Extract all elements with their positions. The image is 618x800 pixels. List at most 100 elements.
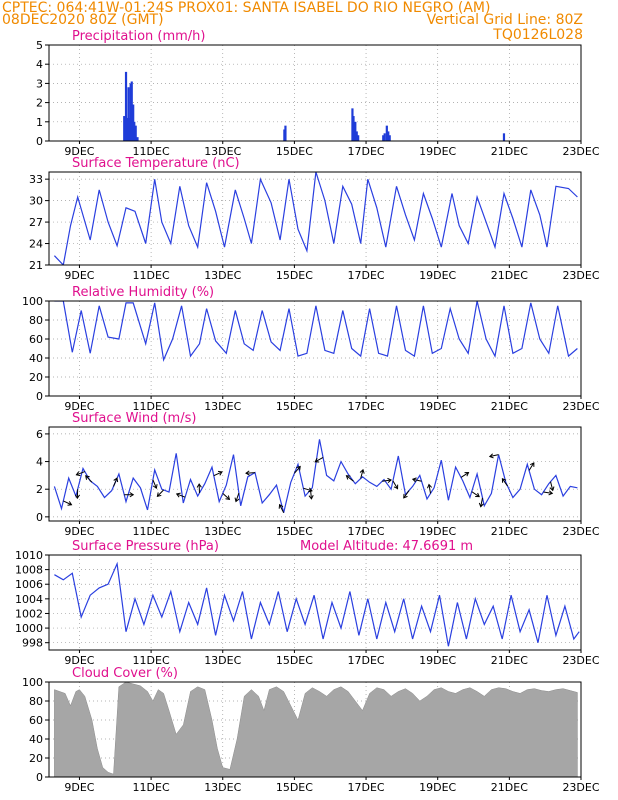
wind-arrow [279, 504, 285, 513]
panel-4: 0 2 4 6 9DEC 11DEC 13DEC 15DEC 17DEC 19DEC 21DEC 23… [36, 411, 600, 538]
x-tick-label: 23DEC [562, 525, 599, 538]
x-tick-label: 9DEC [64, 781, 94, 794]
precip-bar [383, 133, 386, 141]
y-tick-label: 1004 [15, 593, 43, 606]
precip-bar [284, 125, 287, 141]
wind-arrow-head [175, 492, 181, 498]
data-layer [54, 561, 580, 647]
data-layer [54, 301, 578, 363]
x-tick-label: 13DEC [204, 781, 241, 794]
y-tick-label: 80 [29, 695, 43, 708]
x-tick-label: 21DEC [491, 654, 528, 667]
wind-arrow [360, 469, 364, 479]
x-tick-label: 21DEC [491, 525, 528, 538]
wind-arrow-head [345, 475, 351, 480]
plot-frame [48, 171, 582, 266]
x-tick-label: 21DEC [491, 145, 528, 158]
y-tick-label: 40 [29, 733, 43, 746]
wind-arrow [63, 500, 72, 506]
wind-arrow [85, 475, 93, 483]
y-tick-label: 4 [36, 456, 43, 469]
wind-vectors [63, 453, 555, 513]
data-layer [53, 172, 578, 265]
wind-arrow [113, 477, 118, 487]
wind-arrow-head [307, 487, 313, 493]
series-line [54, 561, 580, 647]
wind-arrow-head [217, 470, 223, 476]
y-tick-label: 20 [29, 752, 43, 765]
wind-arrow-head [308, 495, 314, 500]
wind-arrow [76, 471, 86, 476]
wind-arrow [501, 478, 508, 487]
vertical-grid-note: Vertical Grid Line: 80Z [426, 12, 583, 28]
precip-bar [134, 125, 137, 141]
panel-title: Surface Temperature (nC) [72, 156, 240, 171]
grid-lines [49, 172, 581, 265]
x-tick-label: 13DEC [204, 145, 241, 158]
wind-arrow-head [129, 492, 135, 498]
x-tick-label: 17DEC [347, 525, 384, 538]
x-tick-label: 9DEC [64, 525, 94, 538]
wind-arrow [222, 492, 230, 500]
wind-arrow-head [234, 497, 240, 503]
y-tick-label: 4 [36, 58, 43, 71]
x-tick-label: 13DEC [204, 269, 241, 282]
plot-frame [48, 44, 582, 142]
wind-arrow [543, 491, 553, 494]
panel-3: 0 20 40 60 80 100 9DEC 11DEC 13DEC 15DEC 17DEC 19DE… [22, 285, 600, 413]
panel-title: Cloud Cover (%) [72, 666, 178, 681]
model-id: TQ0126L028 [493, 27, 583, 43]
x-tick-label: 15DEC [276, 781, 313, 794]
y-tick-label: 20 [29, 371, 43, 384]
x-tick-label: 23DEC [562, 781, 599, 794]
plot-frame [48, 426, 582, 522]
y-tick-label: 2 [36, 97, 43, 110]
wind-arrow [480, 497, 483, 507]
wind-arrow-head [296, 465, 301, 471]
wind-arrow [294, 466, 301, 474]
series-line [53, 439, 578, 513]
series-line [54, 301, 578, 363]
x-tick-label: 17DEC [347, 145, 384, 158]
wind-arrow-head [67, 501, 73, 506]
y-tick-label: 1006 [15, 578, 43, 591]
wind-arrow-head [478, 502, 484, 508]
precip-bar [354, 121, 357, 141]
x-tick-label: 15DEC [276, 654, 313, 667]
y-tick-label: 24 [29, 238, 43, 251]
wind-arrow [245, 472, 256, 474]
wind-arrow [213, 471, 223, 477]
precip-bar [352, 116, 355, 141]
precip-bar [388, 135, 391, 141]
wind-arrow-head [475, 492, 480, 498]
wind-arrow [346, 475, 354, 482]
wind-arrow [392, 480, 398, 489]
wind-arrow [382, 479, 392, 482]
wind-arrow-head [359, 468, 365, 474]
y-tick-label: 3 [36, 77, 43, 90]
wind-arrow [471, 491, 480, 498]
y-tick-label: 100 [22, 295, 43, 308]
wind-arrow-head [74, 494, 81, 500]
precip-bar [124, 71, 128, 141]
wind-arrow [176, 493, 186, 498]
x-tick-label: 11DEC [133, 781, 170, 794]
y-tick-label: 40 [29, 352, 43, 365]
wind-arrow [412, 478, 422, 482]
run-date: 08DEC2020 80Z (GMT) [2, 12, 164, 28]
station-title: CPTEC: 064:41W-01:24S PROX01: SANTA ISAB… [2, 0, 491, 16]
wind-arrow-head [245, 470, 250, 476]
wind-arrow-head [75, 471, 81, 477]
precip-bar [130, 81, 133, 141]
y-tick-label: 80 [29, 314, 43, 327]
x-tick-label: 11DEC [133, 525, 170, 538]
y-tick-label: 998 [22, 637, 43, 650]
y-tick-label: 1008 [15, 564, 43, 577]
precip-bar [136, 137, 139, 141]
x-tick-label: 19DEC [419, 269, 456, 282]
grid-lines [49, 427, 581, 521]
wind-arrow-head [393, 484, 399, 490]
x-tick-label: 11DEC [133, 654, 170, 667]
y-tick-label: 30 [29, 195, 43, 208]
precip-bar [357, 135, 360, 141]
